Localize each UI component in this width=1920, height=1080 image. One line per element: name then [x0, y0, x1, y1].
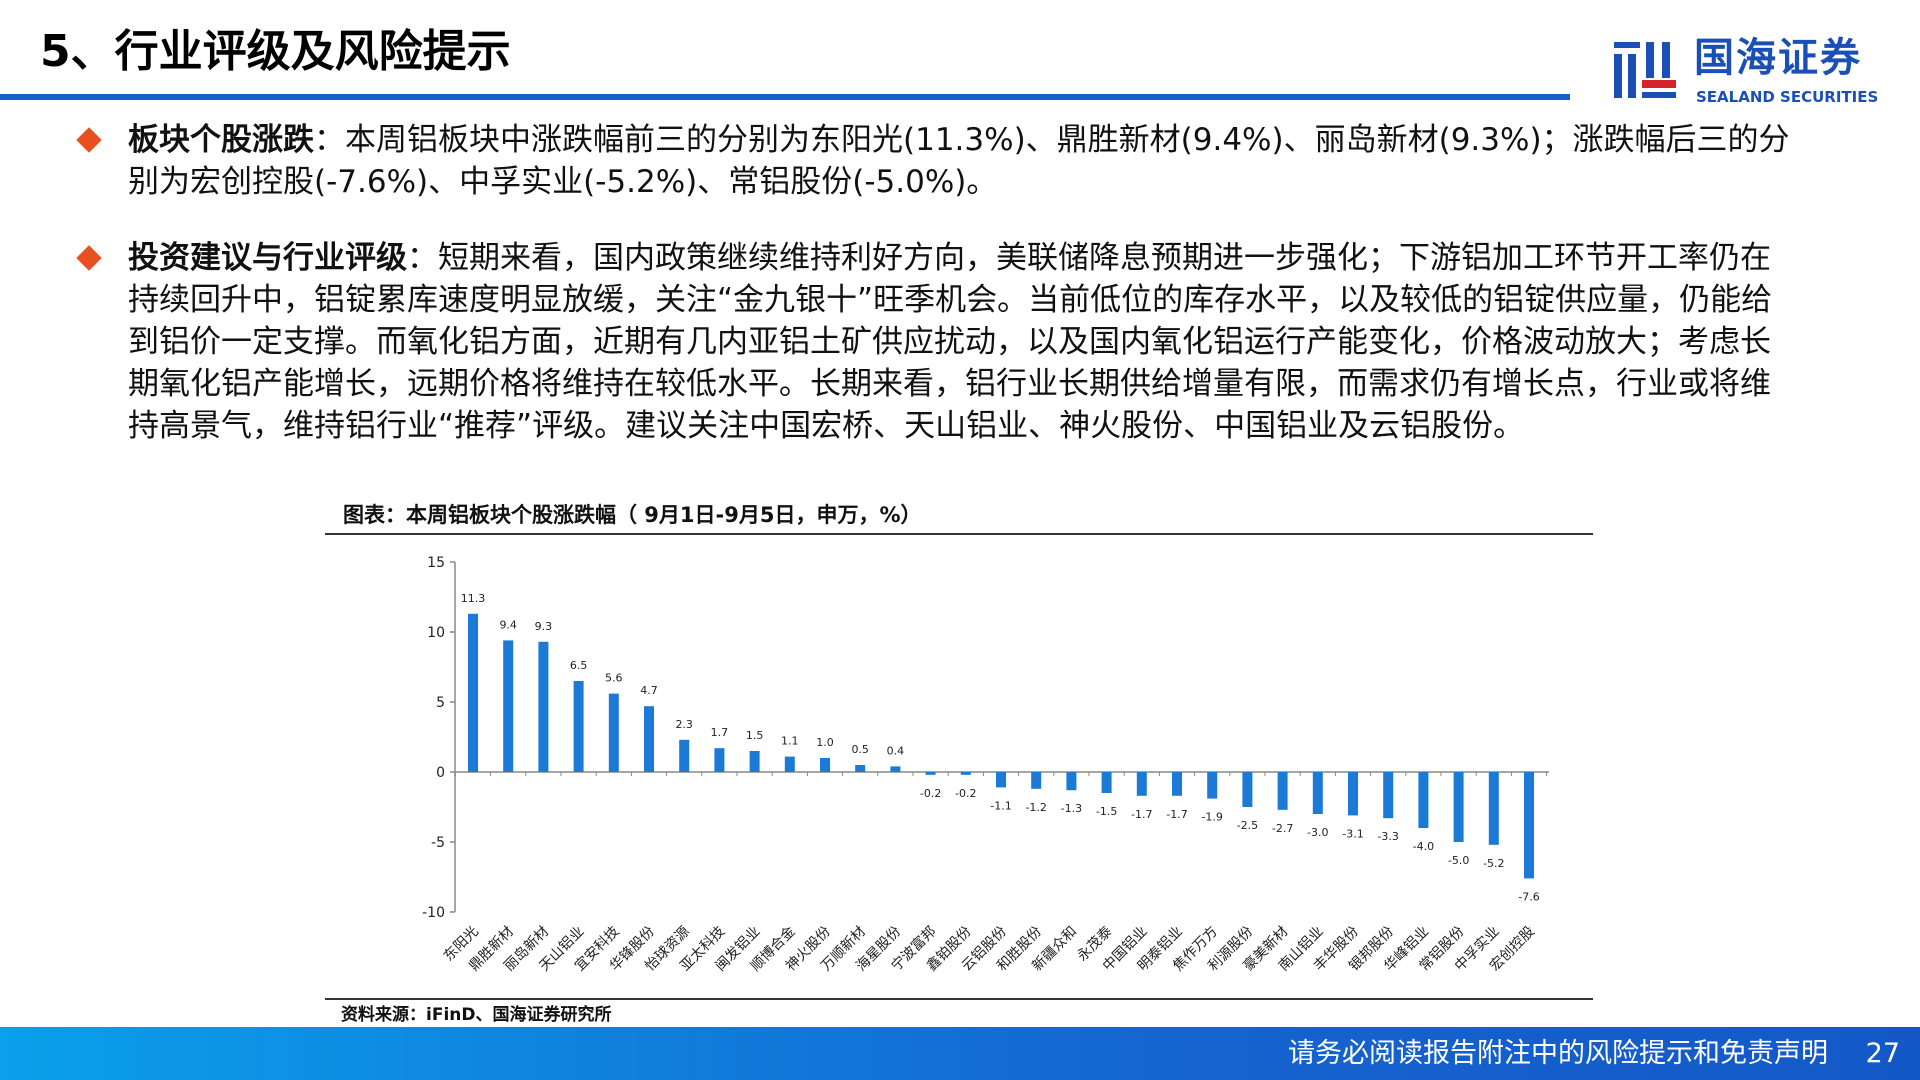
bar [679, 739, 690, 772]
bar [1277, 772, 1288, 810]
data-label: -3.0 [1307, 826, 1328, 839]
bar [468, 613, 478, 772]
data-label: -1.2 [1025, 801, 1046, 814]
bar [1488, 772, 1499, 845]
bar [573, 681, 584, 772]
data-label: -5.0 [1448, 854, 1469, 867]
bar [1066, 772, 1077, 791]
bar [608, 693, 619, 772]
bar [855, 765, 866, 772]
data-label: 9.3 [535, 620, 553, 633]
data-label: -0.2 [955, 787, 976, 800]
data-label: 1.7 [711, 726, 729, 739]
data-label: -7.6 [1518, 890, 1539, 903]
logo-text-cn: 国海证券 [1694, 35, 1862, 81]
page-title: 5、行业评级及风险提示 [40, 26, 511, 77]
data-label: -3.3 [1377, 830, 1398, 843]
y-tick-label: 15 [427, 555, 445, 571]
bar [784, 756, 795, 772]
bullet-stock-moves: 板块个股涨跌：本周铝板块中涨跌幅前三的分别为东阳光(11.3%)、鼎胜新材(9.… [128, 119, 1793, 203]
y-tick-label: 5 [436, 695, 445, 711]
bar [996, 772, 1006, 788]
bar [820, 758, 830, 772]
bar [1418, 772, 1429, 828]
bullet-sep: ： [314, 122, 345, 158]
y-tick-label: 0 [436, 765, 445, 781]
bar [925, 772, 936, 775]
data-label: 4.7 [640, 684, 658, 697]
bar [890, 766, 901, 772]
bar [960, 772, 971, 775]
data-label: 1.1 [781, 735, 799, 748]
data-label: -4.0 [1413, 840, 1434, 853]
data-label: -1.7 [1131, 808, 1152, 821]
data-label: 0.5 [851, 743, 869, 756]
bar [1136, 772, 1147, 796]
bar [714, 748, 725, 772]
bar [1383, 772, 1394, 819]
data-label: 1.0 [816, 736, 834, 749]
chart-source: 资料来源：iFinD、国海证券研究所 [341, 1005, 612, 1025]
data-label: 6.5 [570, 659, 588, 672]
bullet-heading: 板块个股涨跌 [128, 122, 314, 158]
bullet-body: 本周铝板块中涨跌幅前三的分别为东阳光(11.3%)、鼎胜新材(9.4%)、丽岛新… [128, 122, 1790, 200]
footer-disclaimer: 请务必阅读报告附注中的风险提示和免责声明 [1288, 1038, 1828, 1069]
logo-mark-icon [1614, 42, 1676, 98]
data-label: 1.5 [746, 729, 764, 742]
bar [1172, 772, 1182, 796]
data-label: -1.9 [1201, 811, 1222, 824]
data-label: 2.3 [675, 718, 693, 731]
data-label: -2.7 [1272, 822, 1293, 835]
data-label: -1.3 [1061, 802, 1082, 815]
data-label: -0.2 [920, 787, 941, 800]
bar [503, 640, 514, 772]
data-label: -1.5 [1096, 805, 1117, 818]
data-label: 9.4 [499, 618, 517, 631]
bar [1312, 772, 1323, 814]
logo-text-en: SEALAND SECURITIES [1696, 88, 1879, 106]
chart-title: 图表：本周铝板块个股涨跌幅（ 9月1日-9月5日，申万，%） [343, 503, 922, 527]
data-label: -1.1 [990, 799, 1011, 812]
bar [538, 641, 549, 772]
bar [1348, 772, 1358, 816]
bar [1242, 772, 1253, 807]
data-label: -2.5 [1237, 819, 1258, 832]
bar [1031, 772, 1042, 789]
bar [1524, 772, 1534, 879]
y-tick-label: -10 [422, 905, 445, 921]
bar [644, 706, 654, 772]
data-label: -5.2 [1483, 857, 1504, 870]
bullet-investment-advice: 投资建议与行业评级：短期来看，国内政策继续维持利好方向，美联储降息预期进一步强化… [128, 237, 1793, 447]
footer-bar: 请务必阅读报告附注中的风险提示和免责声明 27 [0, 1027, 1920, 1080]
data-label: 11.3 [461, 592, 486, 605]
bar [749, 751, 760, 772]
bullet-heading: 投资建议与行业评级 [128, 240, 407, 276]
bullet-body: 短期来看，国内政策继续维持利好方向，美联储降息预期进一步强化；下游铝加工环节开工… [128, 240, 1773, 444]
title-divider [0, 94, 1570, 100]
y-tick-label: 10 [427, 625, 445, 641]
bullet-sep: ： [407, 240, 438, 276]
sealand-logo: 国海证券 SEALAND SECURITIES [1612, 34, 1892, 106]
y-tick-label: -5 [431, 835, 445, 851]
data-label: 0.4 [887, 744, 905, 757]
chart-bottom-rule [325, 998, 1593, 1000]
page-number: 27 [1865, 1038, 1900, 1069]
chart-top-rule [325, 533, 1593, 535]
data-label: 5.6 [605, 672, 623, 685]
bar [1207, 772, 1218, 799]
data-label: -3.1 [1342, 827, 1363, 840]
bar [1101, 772, 1112, 793]
data-label: -1.7 [1166, 808, 1187, 821]
bar [1453, 772, 1464, 842]
